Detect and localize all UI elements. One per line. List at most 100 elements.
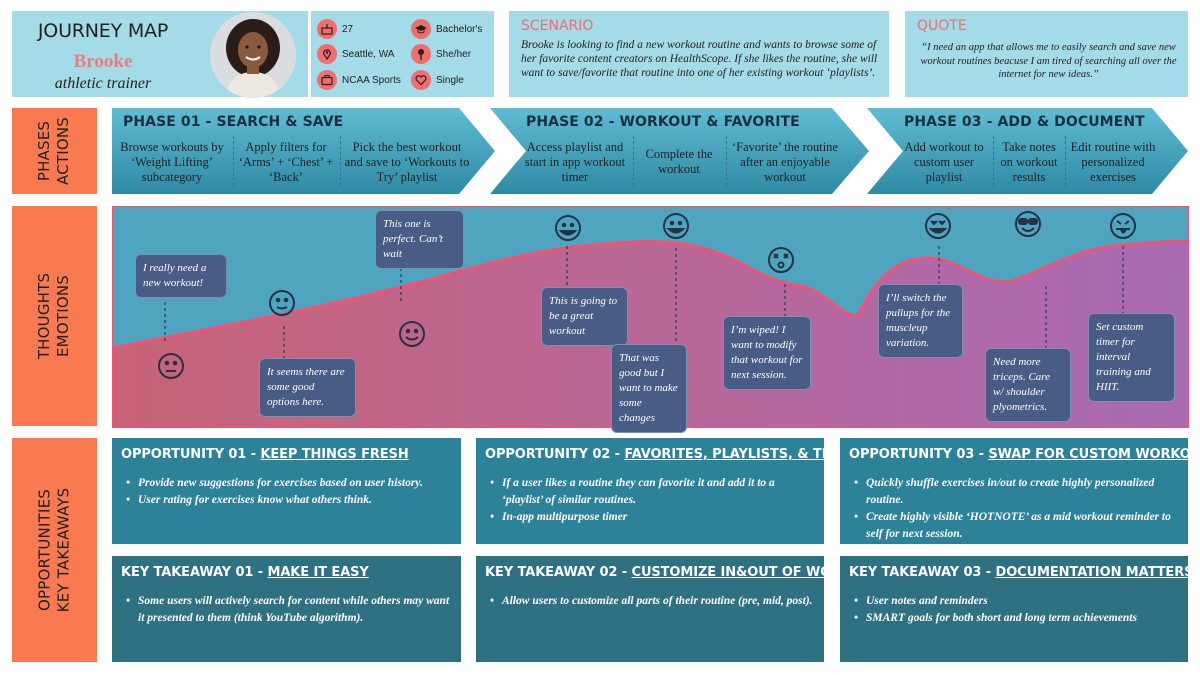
heart-eyes-icon: [925, 213, 951, 239]
fact-pronouns: She/her: [411, 44, 471, 64]
card-title: OPPORTUNITY 02 - FAVORITES, PLAYLISTS, &…: [485, 447, 867, 462]
fact-label: She/her: [436, 48, 472, 60]
action-item: Edit routine with personalized exercises: [1070, 139, 1156, 184]
card-list: If a user likes a routine they can favor…: [490, 475, 814, 526]
card-list: Quickly shuffle exercises in/out to crea…: [854, 475, 1178, 543]
card-list: User notes and reminders SMART goals for…: [854, 593, 1178, 627]
fact-work: NCAA Sports: [317, 70, 401, 90]
thought-bubble: That was good but I want to make some ch…: [611, 344, 687, 433]
phase-title-2: PHASE 02 - WORKOUT & FAVORITE: [526, 114, 800, 130]
opportunity-card-3: OPPORTUNITY 03 - SWAP FOR CUSTOM WORKOUT…: [840, 438, 1200, 544]
list-item: Allow users to customize all parts of th…: [490, 593, 814, 610]
scenario-label: SCENARIO: [521, 18, 594, 34]
thought-bubble: Need more triceps. Care w/ shoulder plyo…: [985, 348, 1071, 422]
list-item: SMART goals for both short and long term…: [854, 610, 1178, 627]
graduation-cap-icon: [411, 19, 431, 39]
grin-icon: [663, 213, 689, 239]
action-item: Access playlist and start in app workout…: [524, 139, 626, 184]
card-list: Provide new suggestions for exercises ba…: [126, 475, 451, 509]
side-label-thoughts: THOUGHTS EMOTIONS: [12, 206, 97, 426]
pronoun-icon: [411, 44, 431, 64]
side-label-line: THOUGHTS: [35, 272, 54, 360]
thought-bubble: I really need a new workout!: [135, 254, 227, 298]
list-item: Quickly shuffle exercises in/out to crea…: [854, 475, 1178, 509]
list-item: Provide new suggestions for exercises ba…: [126, 475, 451, 492]
quote-card: QUOTE “I need an app that allows me to e…: [905, 11, 1188, 97]
fact-label: NCAA Sports: [342, 74, 401, 86]
phase-title-1: PHASE 01 - SEARCH & SAVE: [123, 114, 344, 130]
fact-age: 27: [317, 19, 353, 39]
side-label-line: ACTIONS: [54, 116, 73, 186]
action-item: Add workout to custom user playlist: [904, 139, 984, 184]
list-item: User notes and reminders: [854, 593, 1178, 610]
list-item: User rating for exercises know what othe…: [126, 492, 451, 509]
side-label-line: OPPORTUNITIES: [35, 489, 54, 612]
side-label-line: KEY TAKEAWAYS: [54, 487, 73, 613]
action-item: Apply filters for ‘Arms’ + ‘Chest’ + ‘Ba…: [238, 139, 334, 184]
smile-icon: [399, 321, 425, 347]
thought-bubble: I’m wiped! I want to modify that workout…: [723, 316, 811, 390]
side-label-line: PHASES: [35, 120, 54, 182]
cake-icon: [317, 19, 337, 39]
opportunity-card-2: OPPORTUNITY 02 - FAVORITES, PLAYLISTS, &…: [476, 438, 867, 544]
phase-title-3: PHASE 03 - ADD & DOCUMENT: [904, 114, 1145, 130]
action-item: ‘Favorite’ the routine after an enjoyabl…: [732, 139, 838, 184]
briefcase-icon: [317, 70, 337, 90]
journey-map-title: JOURNEY MAP: [37, 20, 169, 42]
fact-label: 27: [342, 23, 354, 35]
action-item: Browse workouts by ‘Weight Lifting’ subc…: [120, 139, 224, 184]
scenario-text: Brooke is looking to find a new workout …: [521, 39, 878, 79]
fact-label: Bachelor's: [436, 23, 483, 35]
fact-education: Bachelor's: [411, 19, 482, 39]
card-title: KEY TAKEAWAY 03 - DOCUMENTATION MATTERS: [849, 565, 1193, 580]
sunglasses-face-icon: [1015, 211, 1041, 237]
card-prefix: OPPORTUNITY 03 -: [849, 447, 989, 462]
thought-bubble: It seems there are some good options her…: [259, 358, 356, 417]
fact-label: Seattle, WA: [342, 48, 395, 60]
card-heading: CUSTOMIZE IN&OUT OF WORKOUT: [631, 565, 881, 580]
thought-bubble: This one is perfect. Can’t wait: [375, 210, 464, 269]
emotion-line: [112, 239, 1189, 350]
thought-bubble: Set custom timer for interval training a…: [1088, 313, 1175, 402]
action-divider: [233, 136, 234, 186]
list-item: If a user likes a routine they can favor…: [490, 475, 814, 509]
phase-arrow-3: [867, 108, 1188, 194]
phase-arrow-1: [112, 108, 495, 194]
opportunity-card-1: OPPORTUNITY 01 - KEEP THINGS FRESH Provi…: [112, 438, 461, 544]
card-heading: FAVORITES, PLAYLISTS, & TIMERS: [624, 447, 868, 462]
side-label-line: EMOTIONS: [54, 275, 73, 357]
takeaway-card-1: KEY TAKEAWAY 01 - MAKE IT EASY Some user…: [112, 556, 461, 662]
card-prefix: OPPORTUNITY 02 -: [485, 447, 625, 462]
fact-location: Seattle, WA: [317, 44, 394, 64]
card-list: Allow users to customize all parts of th…: [490, 593, 814, 610]
card-prefix: KEY TAKEAWAY 02 -: [485, 565, 632, 580]
scenario-card: SCENARIO Brooke is looking to find a new…: [509, 11, 889, 97]
action-divider: [340, 136, 341, 186]
card-heading: SWAP FOR CUSTOM WORKOUT: [988, 447, 1200, 462]
action-item: Take notes on workout results: [1000, 139, 1058, 184]
persona-name: Brooke: [73, 51, 133, 72]
fact-label: Single: [436, 74, 464, 86]
thought-bubble: I’ll switch the pullups for the muscleup…: [878, 284, 963, 358]
heart-icon: [411, 70, 431, 90]
action-item: Pick the best workout and save to ‘Worko…: [344, 139, 470, 184]
quote-text: “I need an app that allows me to easily …: [920, 42, 1177, 80]
takeaway-card-2: KEY TAKEAWAY 02 - CUSTOMIZE IN&OUT OF WO…: [476, 556, 881, 662]
card-prefix: OPPORTUNITY 01 -: [121, 447, 261, 462]
action-divider: [726, 136, 727, 186]
action-item: Complete the workout: [645, 147, 713, 176]
side-label-phases: PHASES ACTIONS: [12, 108, 97, 194]
big-smile-icon: [555, 215, 581, 241]
action-divider: [633, 136, 634, 186]
phase-arrows: [112, 108, 1188, 194]
takeaway-card-3: KEY TAKEAWAY 03 - DOCUMENTATION MATTERS …: [840, 556, 1193, 662]
persona-facts: 27 Bachelor's Seattle, WA She/her NCAA S…: [311, 11, 494, 97]
fact-relationship: Single: [411, 70, 464, 90]
list-item: Some users will actively search for cont…: [126, 593, 451, 627]
phase-arrow-2: [490, 108, 869, 194]
card-heading: KEEP THINGS FRESH: [260, 447, 409, 462]
action-divider: [993, 136, 994, 186]
side-label-opportunities: OPPORTUNITIES KEY TAKEAWAYS: [12, 438, 97, 662]
persona-role: athletic trainer: [54, 75, 152, 92]
list-item: Create highly visible ‘HOTNOTE’ as a mid…: [854, 509, 1178, 543]
